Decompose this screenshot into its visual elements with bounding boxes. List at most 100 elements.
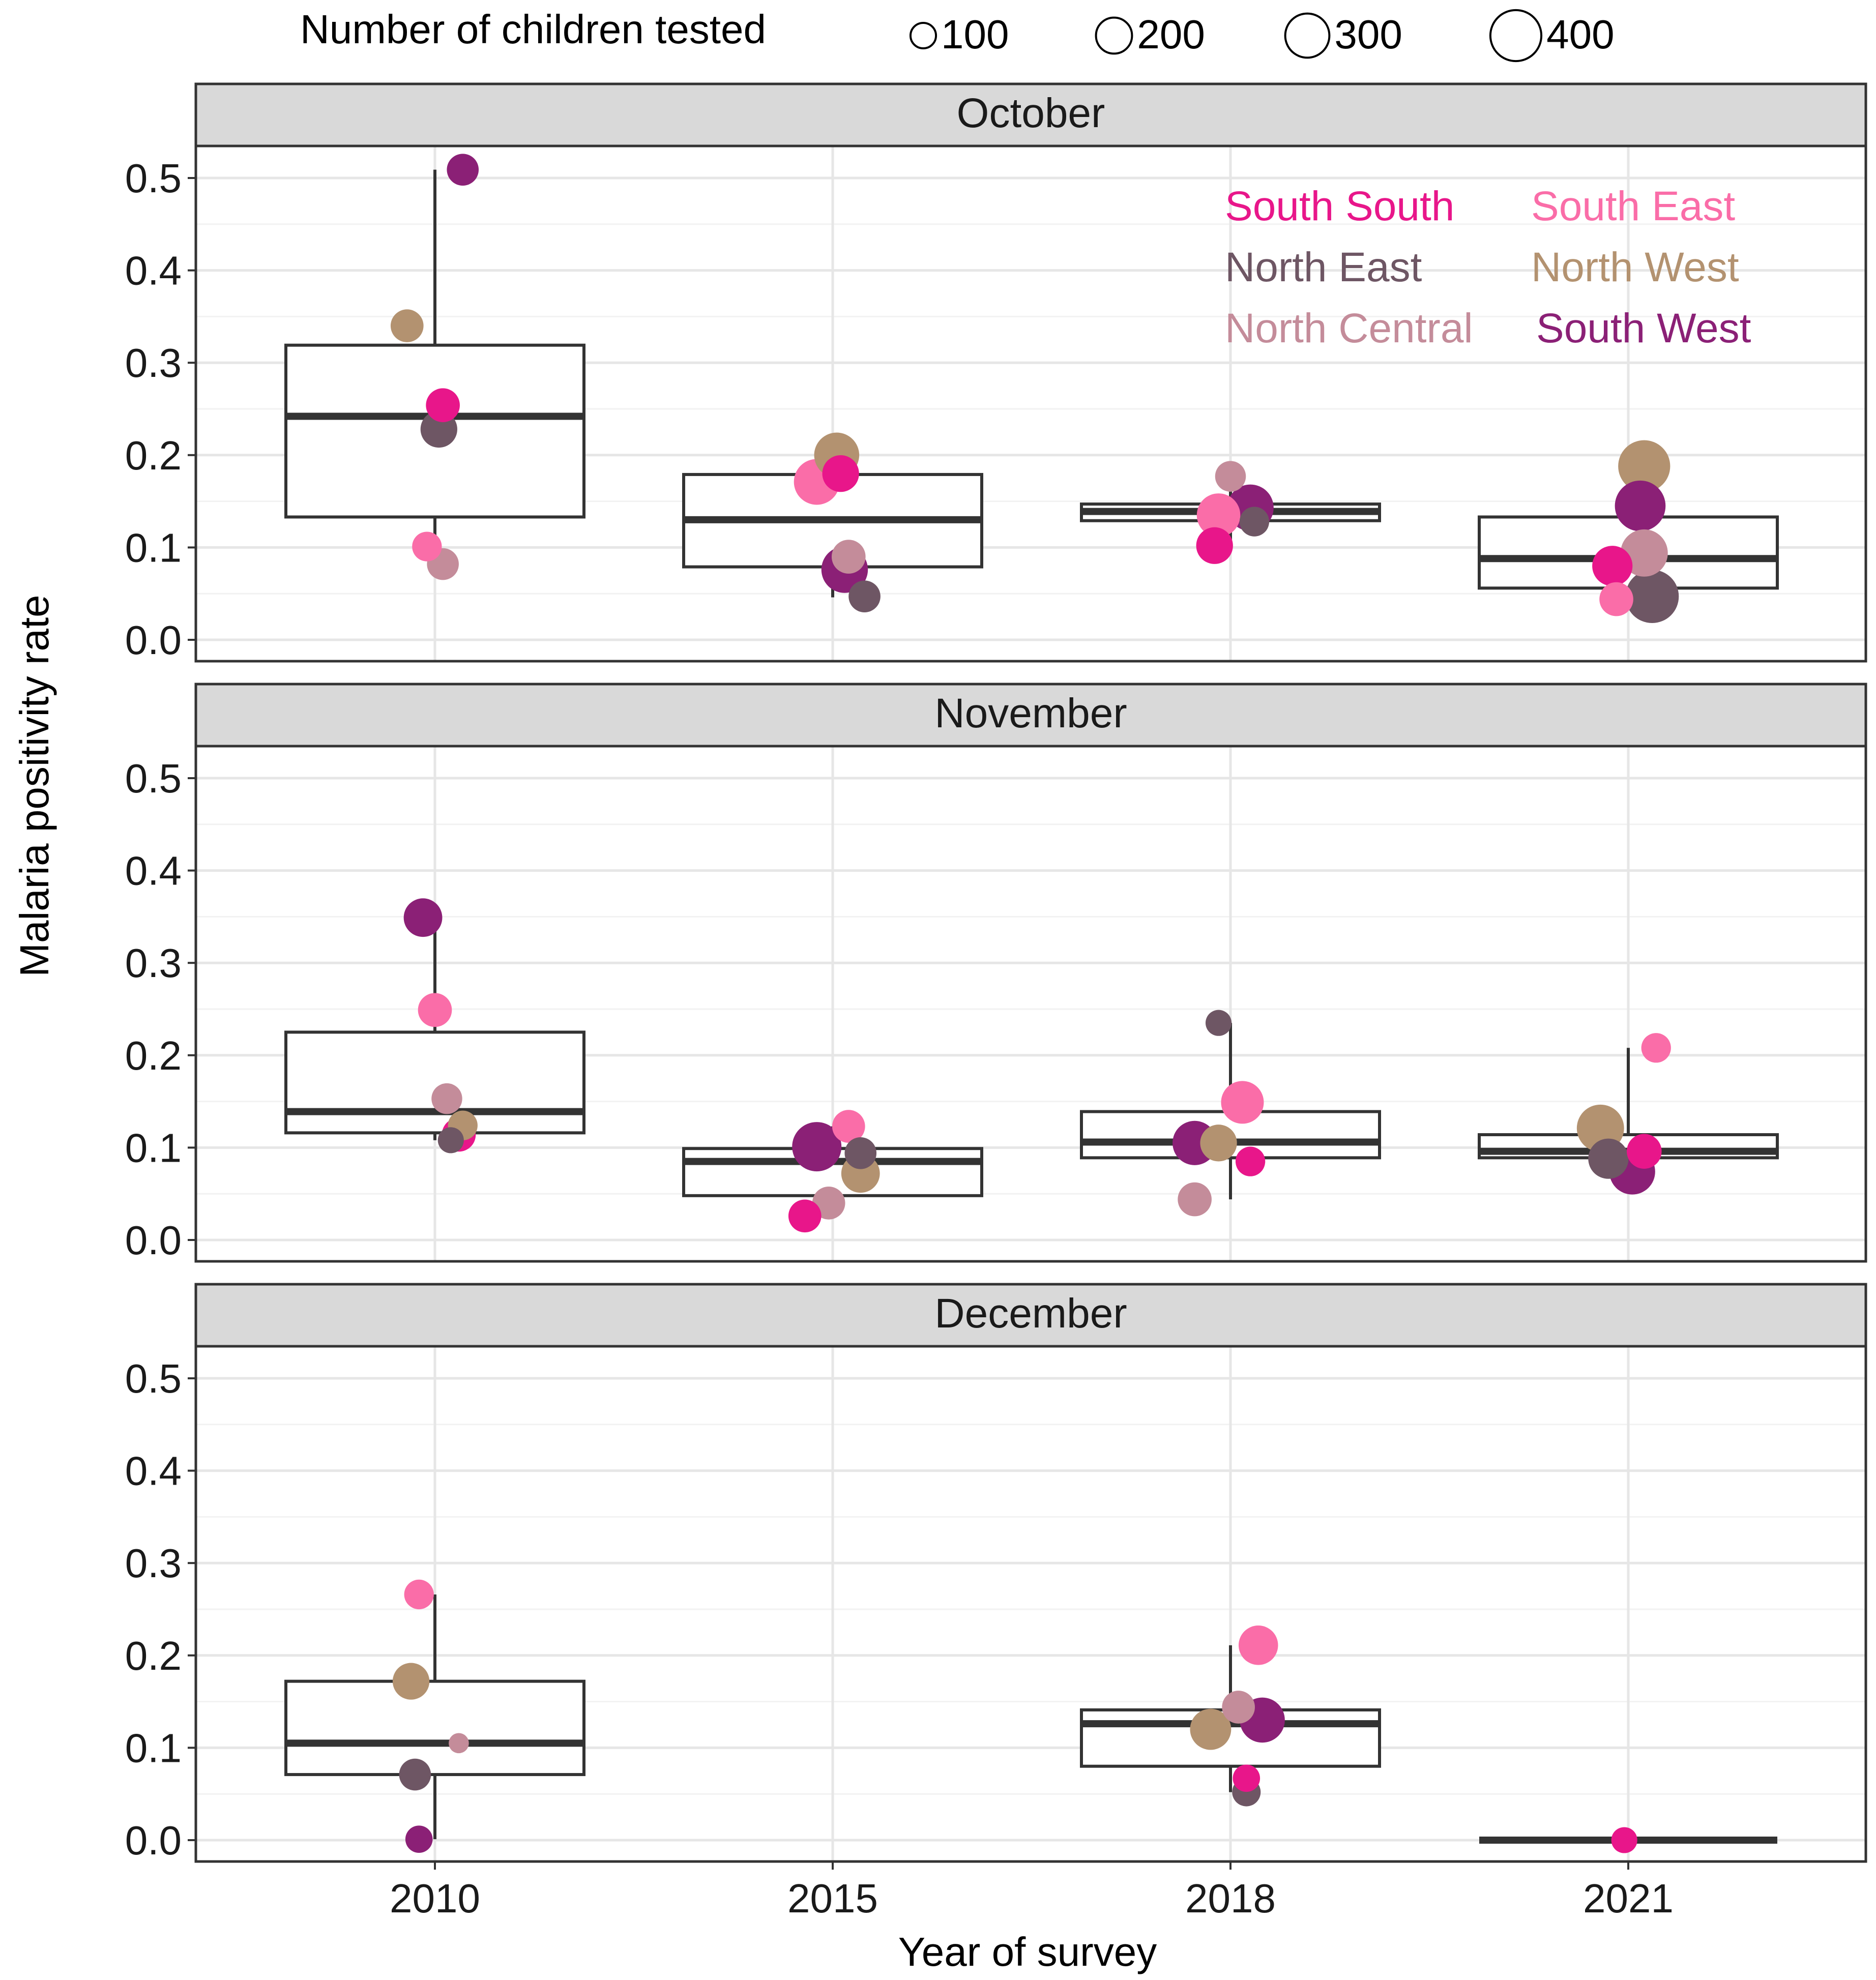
size-legend-circle-400 — [1489, 9, 1543, 63]
point-north-west-2010 — [390, 309, 424, 342]
y-tick-label: 0.5 — [125, 756, 182, 801]
point-north-west-2018 — [1190, 1708, 1232, 1750]
point-south-east-2018 — [1238, 1626, 1278, 1665]
y-tick-label: 0.5 — [125, 156, 182, 201]
legend-south-west: South West — [1536, 305, 1751, 351]
y-tick-label: 0.0 — [125, 617, 182, 663]
point-south-south-2018 — [1233, 1764, 1261, 1792]
box-body — [284, 1679, 585, 1777]
point-north-west-2010 — [392, 1663, 430, 1700]
y-tick-label: 0.4 — [125, 248, 182, 293]
y-tick-label: 0.2 — [125, 1033, 182, 1078]
y-tick-label: 0.5 — [125, 1356, 182, 1401]
point-north-east-2010 — [437, 1127, 464, 1154]
y-tick-label: 0.3 — [125, 940, 182, 986]
point-south-west-2010 — [403, 898, 443, 937]
panel-strip — [194, 82, 1867, 147]
point-north-central-2010 — [449, 1733, 469, 1754]
point-south-east-2018 — [1221, 1081, 1264, 1124]
size-legend-label-100: 100 — [941, 12, 1009, 57]
point-north-central-2015 — [831, 540, 866, 574]
y-tick-label: 0.1 — [125, 1125, 182, 1170]
legend-north-west: North West — [1531, 244, 1739, 290]
x-axis-title: Year of survey — [898, 1929, 1157, 1974]
size-legend-title: Number of children tested — [300, 7, 766, 52]
box-2010 — [284, 169, 585, 566]
point-south-east-2021 — [1599, 582, 1633, 616]
size-legend-circle-300 — [1284, 12, 1331, 59]
point-north-central-2018 — [1178, 1182, 1212, 1217]
panel-border — [194, 144, 1867, 663]
panel-strip-label: November — [934, 690, 1127, 736]
y-tick-label: 0.0 — [125, 1818, 182, 1863]
point-south-south-2018 — [1235, 1146, 1266, 1176]
panel-december: December 0.0 0.1 0.2 0.3 0.4 0.5 2010 2015 2018 20… — [125, 1283, 1867, 1921]
plot-background — [196, 746, 1866, 1261]
point-north-east-2010 — [399, 1758, 431, 1791]
size-legend-label-300: 300 — [1334, 12, 1402, 57]
point-south-south-2021 — [1592, 546, 1633, 586]
y-tick-label: 0.3 — [125, 1541, 182, 1586]
size-legend-circle-200 — [1095, 16, 1133, 55]
y-tick-label: 0.2 — [125, 433, 182, 478]
point-south-south-2010 — [426, 388, 460, 423]
box-2010 — [284, 1594, 585, 1840]
y-axis-title: Malaria positivity rate — [12, 595, 57, 977]
point-north-east-2018 — [1239, 507, 1270, 537]
point-south-south-2021 — [1611, 1827, 1637, 1853]
point-north-east-2021 — [1625, 570, 1679, 624]
x-tick-label: 2015 — [787, 1876, 878, 1921]
point-south-east-2010 — [404, 1579, 434, 1610]
point-north-west-2018 — [1200, 1125, 1237, 1162]
y-tick-label: 0.0 — [125, 1218, 182, 1263]
panel-border — [194, 745, 1867, 1263]
point-south-east-2015 — [832, 1110, 865, 1143]
color-legend: South South South East North East North Wes… — [1225, 183, 1751, 351]
point-north-west-2021 — [1618, 440, 1670, 492]
panel-strip — [194, 683, 1867, 748]
x-tick-label: 2021 — [1583, 1876, 1674, 1921]
point-north-east-2018 — [1205, 1010, 1232, 1036]
legend-south-east: South East — [1531, 183, 1735, 229]
legend-south-south: South South — [1225, 183, 1454, 229]
panel-november: November 0.0 0.1 0.2 0.3 0.4 0.5 — [125, 683, 1867, 1263]
size-legend-items: 100 200 300 400 — [909, 9, 1615, 63]
point-south-east-2010 — [418, 993, 452, 1027]
point-north-central-2010 — [431, 1083, 462, 1114]
point-south-south-2021 — [1626, 1134, 1662, 1169]
point-south-east-2021 — [1641, 1033, 1671, 1063]
panel-strip — [194, 1283, 1867, 1348]
point-south-east-2010 — [412, 531, 442, 562]
size-legend-label-400: 400 — [1546, 12, 1614, 57]
size-legend: Number of children tested 100 200 300 400 — [300, 7, 1615, 63]
point-north-central-2018 — [1215, 461, 1246, 492]
y-tick-label: 0.4 — [125, 1449, 182, 1494]
point-south-west-2010 — [447, 154, 479, 186]
point-south-west-2015 — [792, 1122, 842, 1172]
y-tick-label: 0.1 — [125, 1725, 182, 1770]
point-north-central-2018 — [1222, 1691, 1255, 1724]
y-tick-label: 0.3 — [125, 340, 182, 386]
x-tick-label: 2018 — [1185, 1876, 1276, 1921]
panel-strip-label: December — [934, 1290, 1127, 1337]
point-south-south-2015 — [788, 1199, 822, 1233]
legend-north-central: North Central — [1225, 305, 1473, 351]
size-legend-circle-100 — [909, 21, 937, 50]
box-2010 — [284, 918, 585, 1140]
point-south-west-2010 — [405, 1825, 433, 1853]
y-tick-label: 0.4 — [125, 848, 182, 894]
x-tick-label: 2010 — [390, 1876, 480, 1921]
panel-strip-label: October — [957, 90, 1105, 136]
point-north-east-2021 — [1588, 1138, 1629, 1179]
y-tick-label: 0.2 — [125, 1633, 182, 1678]
point-south-east-2018 — [1196, 493, 1241, 537]
size-legend-label-200: 200 — [1137, 12, 1205, 57]
legend-north-east: North East — [1225, 244, 1422, 290]
point-north-east-2015 — [848, 580, 881, 612]
box-body — [284, 1030, 585, 1135]
point-south-west-2021 — [1615, 480, 1666, 531]
panel-border — [194, 1345, 1867, 1863]
point-south-south-2015 — [822, 455, 859, 492]
